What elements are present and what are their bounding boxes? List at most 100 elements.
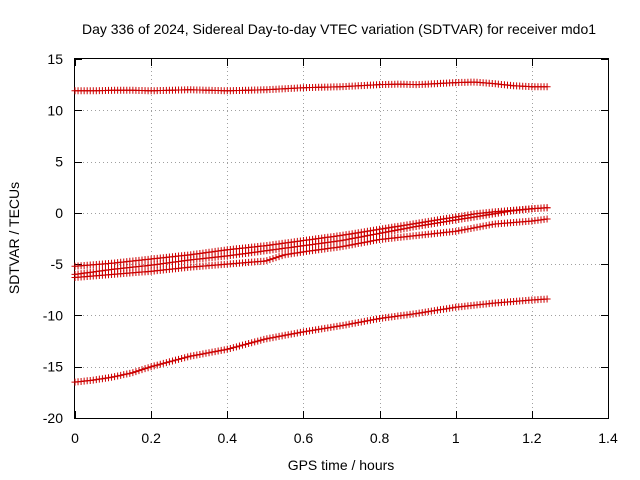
data-point	[296, 328, 304, 336]
data-series	[71, 78, 551, 386]
data-point	[379, 229, 387, 237]
data-point	[272, 333, 280, 341]
x-tick-label: 0.2	[141, 430, 161, 446]
data-point	[263, 335, 271, 343]
series-sat-b	[71, 204, 551, 270]
data-point	[272, 254, 280, 262]
data-point	[476, 223, 484, 231]
data-point	[348, 241, 356, 249]
x-tick-label: 1.4	[598, 430, 618, 446]
data-point	[245, 340, 253, 348]
data-point	[196, 350, 204, 358]
data-point	[369, 316, 377, 324]
data-point	[373, 315, 381, 323]
data-point	[455, 227, 463, 235]
data-point	[351, 240, 359, 248]
data-point	[543, 215, 551, 223]
y-axis-label: SDTVAR / TECUs	[6, 182, 22, 294]
data-point	[345, 320, 353, 328]
data-point	[117, 371, 125, 379]
series-sat-e	[71, 295, 551, 386]
x-tick-label: 0.4	[218, 430, 238, 446]
y-tick-label: -10	[43, 307, 63, 323]
data-point	[357, 233, 365, 241]
axis-ticks	[75, 59, 609, 419]
data-point	[342, 236, 350, 244]
data-point	[284, 331, 292, 339]
data-point	[351, 234, 359, 242]
data-point	[260, 335, 268, 343]
data-point	[360, 232, 368, 240]
data-point	[354, 240, 362, 248]
data-point	[217, 346, 225, 354]
data-point	[242, 340, 250, 348]
data-point	[278, 252, 286, 260]
x-tick-label: 0.8	[370, 430, 390, 446]
data-point	[175, 355, 183, 363]
data-point	[406, 224, 414, 232]
data-point	[144, 364, 152, 372]
data-point	[232, 343, 240, 351]
data-point	[278, 332, 286, 340]
data-point	[193, 351, 201, 359]
data-point	[543, 204, 551, 212]
x-axis-label: GPS time / hours	[288, 457, 395, 473]
y-tick-labels: -20 -15 -10 -5 0 5 10 15	[43, 51, 63, 426]
data-point	[208, 348, 216, 356]
data-point	[290, 330, 298, 338]
data-point	[275, 332, 283, 340]
data-point	[108, 373, 116, 381]
data-point	[397, 225, 405, 233]
data-point	[220, 346, 228, 354]
data-point	[543, 83, 551, 91]
data-point	[275, 253, 283, 261]
y-tick-label: 10	[47, 102, 63, 118]
data-point	[467, 224, 475, 232]
series-sat-d	[71, 204, 551, 278]
data-point	[126, 369, 134, 377]
data-point	[281, 331, 289, 339]
data-point	[351, 319, 359, 327]
data-point	[348, 235, 356, 243]
y-tick-label: -5	[51, 256, 64, 272]
data-point	[464, 225, 472, 233]
data-point	[339, 242, 347, 250]
data-point	[266, 256, 274, 264]
series-sat-c	[71, 215, 551, 281]
data-point	[373, 236, 381, 244]
data-point	[251, 338, 259, 346]
data-point	[129, 369, 137, 377]
data-point	[153, 361, 161, 369]
data-point	[345, 241, 353, 249]
data-point	[235, 342, 243, 350]
data-point	[172, 356, 180, 364]
data-point	[165, 358, 173, 366]
data-point	[376, 229, 384, 237]
x-tick-labels: 0 0.2 0.4 0.6 0.8 1 1.2 1.4	[71, 430, 618, 446]
data-point	[357, 239, 365, 247]
data-point	[226, 344, 234, 352]
x-tick-label: 1	[452, 430, 460, 446]
y-tick-label: -15	[43, 359, 63, 375]
data-point	[482, 222, 490, 230]
y-tick-label: -20	[43, 410, 63, 426]
data-point	[138, 366, 146, 374]
data-point	[263, 257, 271, 265]
data-point	[111, 373, 119, 381]
data-point	[214, 347, 222, 355]
data-point	[409, 223, 417, 231]
data-point	[248, 339, 256, 347]
data-point	[287, 330, 295, 338]
plot-frame	[74, 58, 609, 419]
data-point	[400, 225, 408, 233]
data-point	[369, 231, 377, 239]
data-point	[461, 226, 469, 234]
data-point	[202, 349, 210, 357]
data-point	[156, 360, 164, 368]
data-point	[366, 237, 374, 245]
data-point	[373, 230, 381, 238]
data-point	[452, 227, 460, 235]
data-point	[363, 317, 371, 325]
data-point	[254, 337, 262, 345]
